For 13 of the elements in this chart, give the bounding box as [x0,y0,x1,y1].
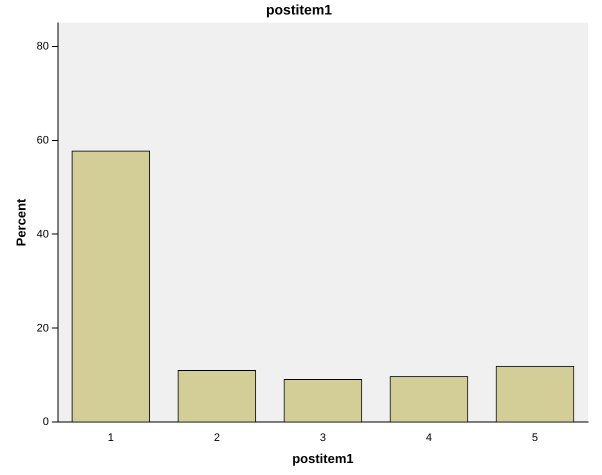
y-tick-label: 80 [36,40,49,52]
y-tick-label: 20 [36,322,49,334]
y-tick-label: 40 [36,228,49,240]
y-axis-title: Percent [13,198,28,246]
x-tick-label: 2 [214,432,220,444]
x-axis-title: postitem1 [292,450,354,466]
chart-title: postitem1 [266,1,332,18]
x-tick-label: 4 [426,432,432,444]
y-tick-label: 60 [36,134,49,146]
x-tick-label: 1 [108,432,114,444]
y-tick-label: 0 [42,416,49,428]
x-tick-label: 3 [320,432,326,444]
x-tick-label: 5 [532,432,538,444]
